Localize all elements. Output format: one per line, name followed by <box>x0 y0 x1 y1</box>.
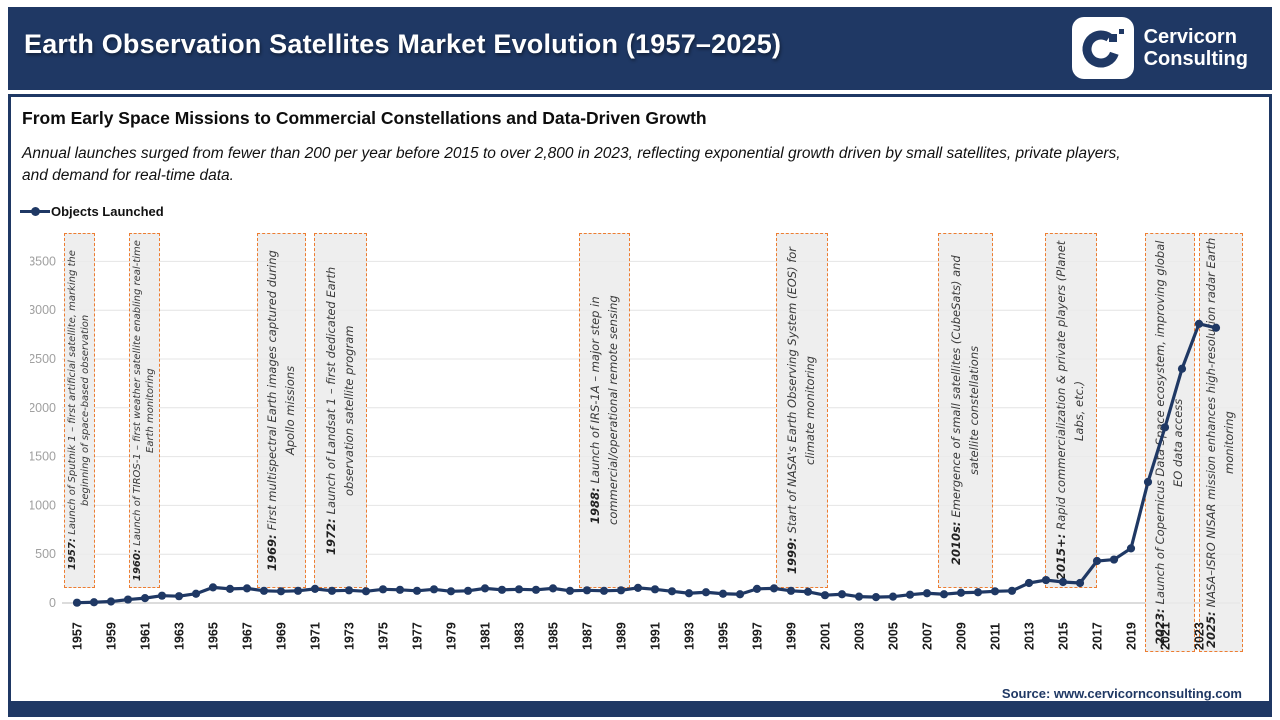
legend-label: Objects Launched <box>51 204 164 219</box>
chart-subtitle: From Early Space Missions to Commercial … <box>22 108 707 128</box>
cervicorn-logo-icon <box>1071 17 1134 79</box>
y-axis-tick-label: 1000 <box>30 498 56 512</box>
header-bar: Earth Observation Satellites Market Evol… <box>8 7 1272 90</box>
y-axis-tick-label: 1500 <box>30 450 56 464</box>
y-axis-tick-label: 2500 <box>30 352 56 366</box>
legend: Objects Launched <box>20 204 164 219</box>
y-axis-tick-label: 0 <box>49 596 56 610</box>
page-title: Earth Observation Satellites Market Evol… <box>24 29 782 59</box>
chart-grid-layer: 0 500 1000 1500 2000 2500 3000 3500 <box>30 254 1240 610</box>
logo-line2: Consulting <box>1143 48 1248 70</box>
legend-line-marker-icon <box>20 207 50 216</box>
chart-description: Annual launches surged from fewer than 2… <box>22 143 1260 187</box>
y-axis-tick-label: 3000 <box>30 303 56 317</box>
bottom-accent-bar <box>8 704 1272 717</box>
description-line-1: Annual launches surged from fewer than 2… <box>22 145 1121 162</box>
company-logo: Cervicorn Consulting <box>1071 12 1248 84</box>
description-line-2: and demand for real-time data. <box>22 167 234 184</box>
logo-line1: Cervicorn <box>1143 26 1237 48</box>
source-credit: Source: www.cervicornconsulting.com <box>1001 686 1242 701</box>
y-axis-tick-label: 2000 <box>30 401 56 415</box>
y-axis-tick-label: 500 <box>35 547 56 561</box>
logo-c-glyph <box>1082 29 1124 68</box>
y-axis-tick-label: 3500 <box>30 254 56 268</box>
logo-text: Cervicorn Consulting <box>1144 26 1248 70</box>
